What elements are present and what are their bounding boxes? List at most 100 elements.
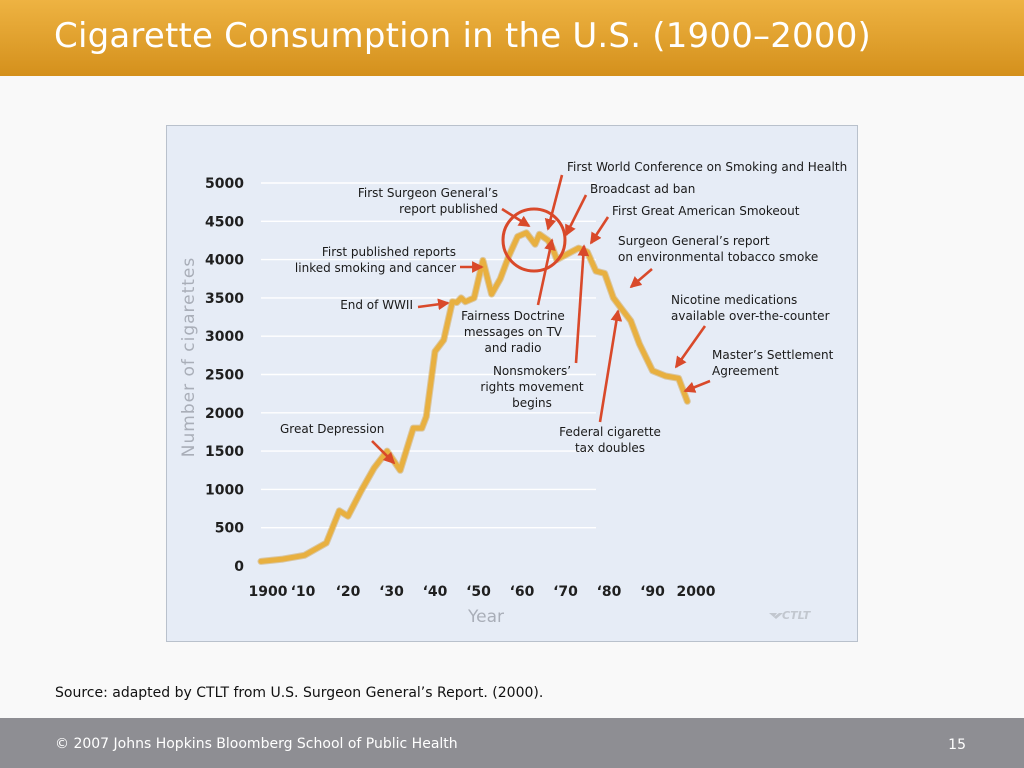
annotation-label-line: Federal cigarette (559, 425, 661, 439)
annotation-label-line: Great Depression (280, 422, 384, 436)
annotation-label-line: begins (512, 396, 552, 410)
data-point (471, 295, 477, 301)
annotation-label-line: and radio (485, 341, 542, 355)
page-number: 15 (948, 737, 966, 753)
annotation-label: Great Depression (280, 422, 384, 436)
annotation-label-line: on environmental tobacco smoke (618, 250, 818, 264)
y-tick-label: 1000 (205, 482, 244, 498)
annotation: First Surgeon General’s report published (358, 186, 531, 228)
data-point (532, 242, 538, 247)
data-point (663, 373, 668, 379)
y-tick-label: 0 (234, 559, 244, 575)
data-point (358, 488, 364, 494)
y-tick-label: 4500 (205, 214, 244, 230)
annotation-arrow (371, 440, 396, 465)
data-point (324, 540, 329, 546)
annotation: First Great American Smokeout (589, 204, 800, 245)
data-point (480, 258, 486, 263)
data-point (515, 234, 520, 239)
annotation-label-line: First published reports (322, 245, 456, 259)
data-point (371, 465, 377, 471)
annotation: Master’s Settlement Agreement (683, 348, 834, 393)
x-tick-label: 1900 (249, 584, 288, 600)
data-point (563, 252, 568, 258)
data-point (432, 349, 438, 354)
data-point (345, 514, 351, 519)
x-tick-label: ‘20 (336, 584, 361, 600)
y-tick-label: 3000 (205, 329, 244, 345)
annotation: First World Conference on Smoking and He… (544, 160, 847, 231)
annotation-label-line: linked smoking and cancer (295, 261, 456, 275)
data-point (524, 230, 529, 235)
y-tick-label: 1500 (205, 444, 244, 460)
data-point (454, 300, 459, 305)
annotation: Broadcast ad ban (564, 182, 695, 237)
data-point (593, 268, 599, 274)
data-point (545, 238, 551, 243)
data-point (258, 559, 264, 564)
annotation: End of WWII (340, 298, 450, 312)
data-point (424, 414, 429, 419)
annotation-label-line: End of WWII (340, 298, 413, 312)
y-tick-label: 5000 (205, 176, 244, 192)
x-tick-label: ‘60 (510, 584, 535, 600)
annotation-label-line: report published (399, 202, 498, 216)
annotation-label: Nicotine medications available over-the-c… (671, 293, 830, 323)
data-point (398, 468, 403, 473)
annotation-arrow (417, 298, 450, 311)
annotation: Fairness Doctrine messages on TV and radio (461, 238, 565, 355)
ctlt-watermark: CTLT (782, 609, 812, 622)
annotation-label: Federal cigarette tax doubles (559, 425, 661, 455)
data-point (280, 556, 285, 562)
x-tick-label: ‘30 (379, 584, 404, 600)
annotation-label-line: Surgeon General’s report (618, 234, 770, 248)
annotation-label-line: Nonsmokers’ (493, 364, 571, 378)
annotation: Surgeon General’s report on environmental… (618, 234, 818, 289)
cigarette-consumption-chart: 0 500 1000 1500 2000 2500 3000 3500 4000 4500 5000… (166, 125, 858, 642)
x-tick-label: ‘90 (640, 584, 665, 600)
annotation-arrow (598, 309, 623, 423)
annotation-label: First Surgeon General’s report published (358, 186, 498, 216)
annotation-label: Nonsmokers’ rights movement begins (480, 364, 583, 410)
data-point (419, 425, 425, 431)
x-tick-label: ‘10 (291, 584, 316, 600)
data-point (602, 271, 607, 276)
annotation-label-line: First World Conference on Smoking and He… (567, 160, 847, 174)
data-point (650, 368, 655, 373)
data-point (676, 376, 681, 381)
annotation-label: Fairness Doctrine messages on TV and radio (461, 309, 565, 355)
data-point (458, 295, 464, 301)
data-point (685, 399, 690, 404)
data-point (585, 249, 590, 255)
annotation-label-line: Agreement (712, 364, 779, 378)
copyright-text: © 2007 Johns Hopkins Bloomberg School of… (55, 736, 458, 752)
footer-bar (0, 718, 1024, 768)
annotation-arrow (536, 238, 556, 306)
x-tick-label: ‘50 (466, 584, 491, 600)
annotation-arrow (683, 379, 711, 393)
annotation-label: First World Conference on Smoking and He… (567, 160, 847, 174)
annotation-label-line: First Surgeon General’s (358, 186, 498, 200)
y-tick-label: 2000 (205, 406, 244, 422)
title-bar (0, 0, 1024, 76)
annotation: First published reports linked smoking an… (295, 245, 484, 275)
y-axis-label: Number of cigarettes (179, 257, 199, 457)
data-point (537, 232, 542, 237)
data-point (576, 245, 581, 251)
annotation-label-line: Master’s Settlement (712, 348, 834, 362)
annotation-label-line: available over-the-counter (671, 309, 830, 323)
data-point (450, 299, 455, 304)
annotation-arrow (629, 268, 653, 289)
annotation-arrow (589, 216, 610, 245)
annotation-label-line: rights movement (480, 380, 583, 394)
annotation-label: Master’s Settlement Agreement (712, 348, 834, 378)
x-axis-label: Year (467, 607, 504, 627)
annotation-label-line: Broadcast ad ban (590, 182, 695, 196)
annotation-label-line: tax doubles (575, 441, 645, 455)
data-point (384, 448, 390, 454)
source-note: Source: adapted by CTLT from U.S. Surgeo… (55, 685, 544, 701)
annotation-label: First Great American Smokeout (612, 204, 800, 218)
highlight-circle (501, 207, 567, 273)
annotation-arrow (501, 207, 531, 228)
annotation-label-line: First Great American Smokeout (612, 204, 800, 218)
